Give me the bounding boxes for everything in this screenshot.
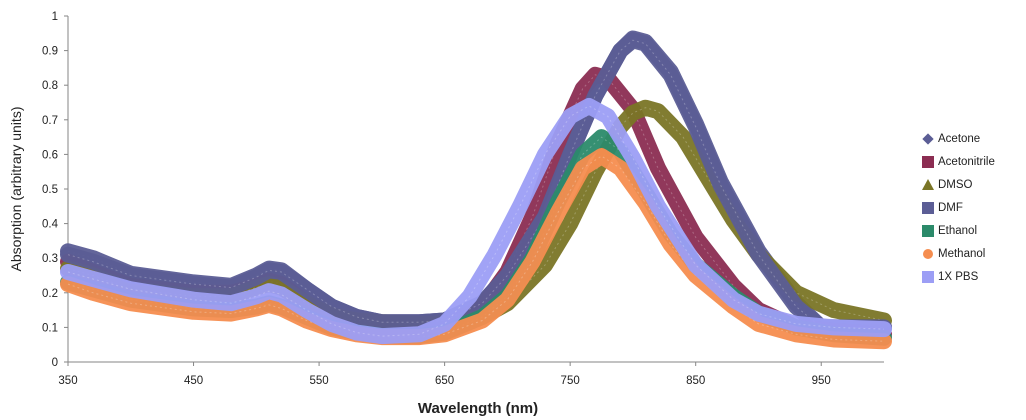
series-texture-methanol <box>67 155 885 342</box>
x-tick-label: 450 <box>184 375 203 387</box>
y-tick-label: 0.8 <box>42 80 58 92</box>
legend-label: Acetone <box>938 132 981 145</box>
legend-label: Ethanol <box>938 224 978 237</box>
x-tick-label: 750 <box>561 375 580 387</box>
y-tick-label: 0.9 <box>42 46 58 58</box>
y-tick-label: 1 <box>52 11 58 23</box>
x-ticks: 350 450 550 650 750 850 950 <box>58 362 831 387</box>
y-tick-label: 0.4 <box>42 219 59 231</box>
y-tick-label: 0.1 <box>42 322 58 334</box>
x-tick-label: 650 <box>435 375 454 387</box>
legend: Acetone Acetonitrile DMSO DMF Ethanol Methano… <box>922 127 995 288</box>
legend-marker-diamond-icon <box>922 132 934 145</box>
legend-marker-square-icon <box>922 224 934 237</box>
legend-item-dmf: DMF <box>922 196 995 219</box>
legend-label: Methanol <box>938 247 986 260</box>
y-tick-label: 0.6 <box>42 149 58 161</box>
x-tick-label: 950 <box>812 375 831 387</box>
series-dmf <box>60 32 892 336</box>
legend-item-ethanol: Ethanol <box>922 219 995 242</box>
y-axis-label: Absorption (arbitrary units) <box>8 107 24 272</box>
y-tick-label: 0.3 <box>42 253 58 265</box>
y-tick-label: 0 <box>52 357 58 369</box>
legend-item-dmso: DMSO <box>922 173 995 196</box>
legend-label: Acetonitrile <box>938 155 995 168</box>
legend-marker-circle-icon <box>923 248 933 259</box>
y-tick-label: 0.7 <box>42 115 58 127</box>
x-axis-label: Wavelength (nm) <box>418 400 538 417</box>
legend-marker-square-icon <box>922 155 934 168</box>
legend-label: 1X PBS <box>938 270 979 283</box>
x-tick-label: 550 <box>309 375 328 387</box>
legend-item-acetonitrile: Acetonitrile <box>922 150 995 173</box>
series-layer <box>60 30 892 350</box>
legend-item-methanol: Methanol <box>922 242 995 265</box>
y-tick-label: 0.2 <box>42 288 58 300</box>
legend-marker-triangle-icon <box>922 179 934 190</box>
series-texture-1x-pbs <box>67 105 885 337</box>
y-tick-label: 0.5 <box>42 184 58 196</box>
series-line-dmf <box>60 32 892 336</box>
legend-label: DMF <box>938 201 963 214</box>
legend-item-1x-pbs: 1X PBS <box>922 265 995 288</box>
y-ticks: 0 0.1 0.2 0.3 0.4 0.5 0.6 0.7 0.8 0.9 1 <box>42 11 68 369</box>
legend-label: DMSO <box>938 178 973 191</box>
series-line-1x-pbs <box>60 98 892 345</box>
legend-item-acetone: Acetone <box>922 127 995 150</box>
x-tick-label: 350 <box>58 375 77 387</box>
series-1x-pbs <box>60 98 892 345</box>
legend-marker-square-icon <box>922 270 934 283</box>
x-tick-label: 850 <box>686 375 705 387</box>
legend-marker-square-icon <box>922 201 934 214</box>
